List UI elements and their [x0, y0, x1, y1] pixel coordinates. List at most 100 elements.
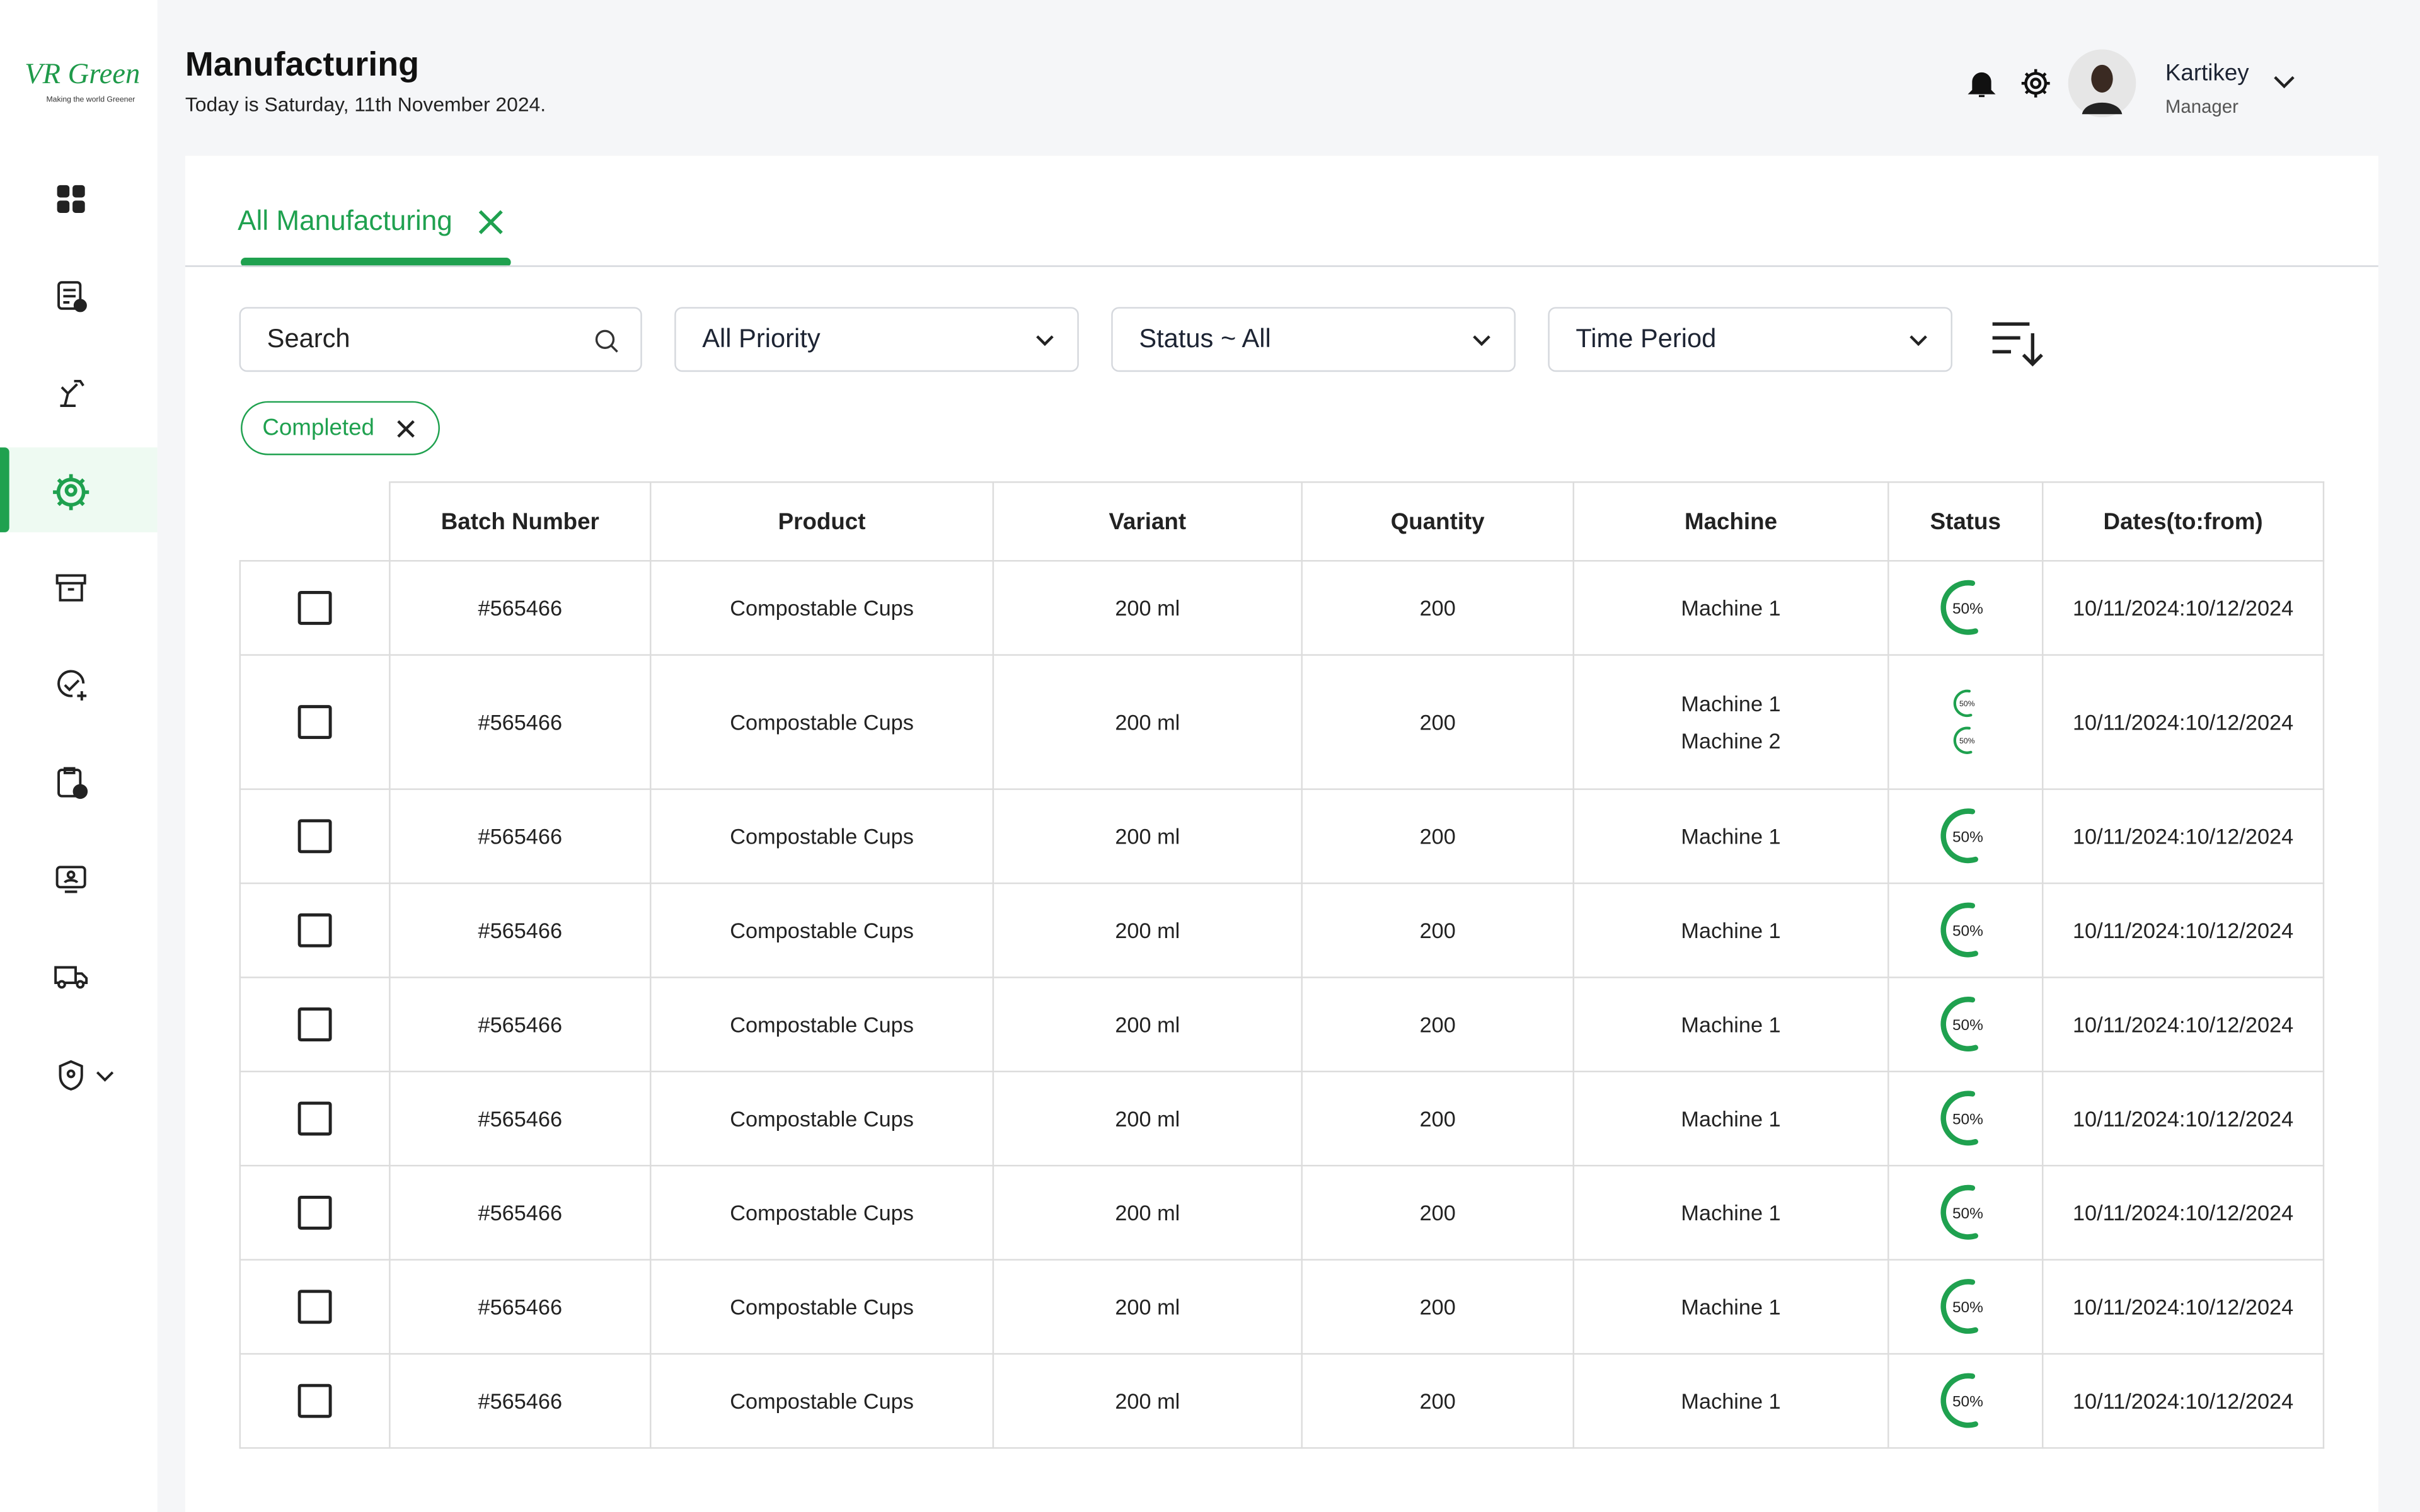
status-ring: 50%	[1940, 1091, 1983, 1146]
machine-cell: Machine 1	[1572, 976, 1889, 1073]
machine: Machine 1	[1681, 1294, 1781, 1319]
status-list: 50%	[1889, 1276, 2042, 1337]
status-cell: 50%	[1887, 788, 2044, 885]
select-cell	[239, 788, 391, 885]
table-row: #565466 Compostable Cups 200 ml 200 Machine …	[239, 654, 2325, 790]
checkbox[interactable]	[297, 1007, 332, 1042]
checkbox[interactable]	[297, 1101, 332, 1136]
machine-cell: Machine 1	[1572, 788, 1889, 885]
table-row: #565466 Compostable Cups 200 ml 200 Machine …	[239, 976, 2325, 1073]
header-select	[239, 482, 391, 562]
priority-filter[interactable]: All Priority	[674, 307, 1079, 372]
status-list: 50%	[1889, 900, 2042, 961]
chip-close[interactable]	[396, 420, 415, 438]
chevron	[1036, 335, 1054, 346]
checkbox[interactable]	[297, 1195, 332, 1230]
product-cell: Compostable Cups	[650, 1259, 994, 1355]
machine-list: Machine 1	[1574, 1200, 1887, 1225]
nav-expand[interactable]	[96, 1071, 114, 1084]
machine: Machine 2	[1681, 728, 1781, 753]
header-row: Batch Number Product Variant Quantity Machin…	[239, 481, 2325, 562]
tab-close[interactable]	[477, 209, 505, 236]
checkbox[interactable]	[297, 819, 332, 854]
status-ring: 50%	[1940, 902, 1983, 958]
nav-delivery[interactable]	[52, 958, 89, 995]
checkbox[interactable]	[297, 913, 332, 948]
column-header: Product	[650, 481, 994, 562]
nav-security[interactable]	[52, 1057, 89, 1094]
active-bar[interactable]	[0, 447, 9, 532]
settings[interactable]	[2019, 66, 2053, 100]
status-filter[interactable]: Status ~ All	[1111, 307, 1516, 372]
product-cell: Compostable Cups	[650, 1164, 994, 1261]
tab-divider	[185, 265, 2378, 267]
machine-list: Machine 1	[1574, 824, 1887, 849]
nav-schedule[interactable]	[52, 764, 89, 801]
nav-dashboard[interactable]	[52, 181, 89, 218]
chip[interactable]	[241, 401, 440, 455]
status-label: 50%	[1952, 1111, 1983, 1128]
column-header: Quantity	[1301, 481, 1574, 562]
notifications[interactable]	[1965, 66, 1999, 100]
select-cell	[239, 1070, 391, 1167]
batch-cell: #565466	[389, 1070, 652, 1167]
checkbox[interactable]	[297, 1383, 332, 1418]
batch-cell: #565466	[389, 788, 652, 885]
user-menu[interactable]	[2273, 76, 2295, 89]
nav-approve[interactable]	[52, 667, 89, 704]
dates-cell: 10/11/2024:10/12/2024	[2042, 1353, 2325, 1449]
select-cell	[239, 976, 391, 1073]
status-ring: 50%	[1940, 1279, 1983, 1334]
table-row: #565466 Compostable Cups 200 ml 200 Machine …	[239, 1070, 2325, 1167]
page-subtitle: Today is Saturday, 11th November 2024.	[185, 92, 546, 116]
nav-manufacturing[interactable]	[49, 471, 93, 514]
status-label: Status ~ All	[1139, 324, 1271, 353]
machine-list: Machine 1	[1574, 1012, 1887, 1037]
dates-cell: 10/11/2024:10/12/2024	[2042, 559, 2325, 656]
variant-cell: 200 ml	[992, 1353, 1303, 1449]
machine: Machine 1	[1681, 595, 1781, 621]
status-list: 50%	[1889, 994, 2042, 1055]
tab[interactable]: All Manufacturing	[238, 205, 452, 236]
column-header: Machine	[1572, 481, 1889, 562]
machine-list: Machine 1	[1574, 1106, 1887, 1131]
table: Batch Number Product Variant Quantity Machin…	[239, 481, 2325, 1449]
search-input[interactable]: Search	[239, 307, 642, 372]
checkbox[interactable]	[297, 705, 332, 740]
nav-orders[interactable]	[52, 278, 89, 315]
time-label: Time Period	[1576, 324, 1717, 353]
checkbox[interactable]	[297, 590, 332, 625]
ring-arc	[1940, 1279, 1978, 1334]
status-label: 50%	[1959, 699, 1974, 708]
table-row: #565466 Compostable Cups 200 ml 200 Machine …	[239, 1353, 2325, 1449]
ring-arc	[1940, 1373, 1978, 1428]
quantity-cell: 200	[1301, 1353, 1574, 1449]
batch-cell: #565466	[389, 882, 652, 978]
status-ring: 50%	[1952, 689, 1974, 718]
select-cell	[239, 559, 391, 656]
avatar[interactable]	[2068, 49, 2136, 118]
status-ring: 50%	[1940, 1373, 1983, 1428]
table-body: #565466 Compostable Cups 200 ml 200 Machine …	[239, 559, 2325, 1449]
nav-robot[interactable]	[52, 374, 89, 411]
nav-staff[interactable]	[52, 861, 89, 898]
status-cell: 50%	[1887, 1259, 2044, 1355]
checkbox[interactable]	[297, 1290, 332, 1324]
machine-cell: Machine 1	[1572, 559, 1889, 656]
quantity-cell: 200	[1301, 654, 1574, 790]
variant-cell: 200 ml	[992, 1259, 1303, 1355]
time-filter[interactable]: Time Period	[1548, 307, 1952, 372]
machine-cell: Machine 1	[1572, 1164, 1889, 1261]
variant-cell: 200 ml	[992, 1164, 1303, 1261]
product-cell: Compostable Cups	[650, 1070, 994, 1167]
product-cell: Compostable Cups	[650, 788, 994, 885]
page-title: Manufacturing	[185, 45, 420, 84]
nav-archive[interactable]	[52, 570, 89, 607]
sort-button[interactable]	[1990, 318, 2048, 367]
product-cell: Compostable Cups	[650, 882, 994, 978]
column-header: Dates(to:from)	[2042, 481, 2325, 562]
ring-arc	[1940, 1184, 1978, 1240]
batch-cell: #565466	[389, 559, 652, 656]
machine: Machine 1	[1681, 691, 1781, 716]
column-header: Variant	[992, 481, 1303, 562]
